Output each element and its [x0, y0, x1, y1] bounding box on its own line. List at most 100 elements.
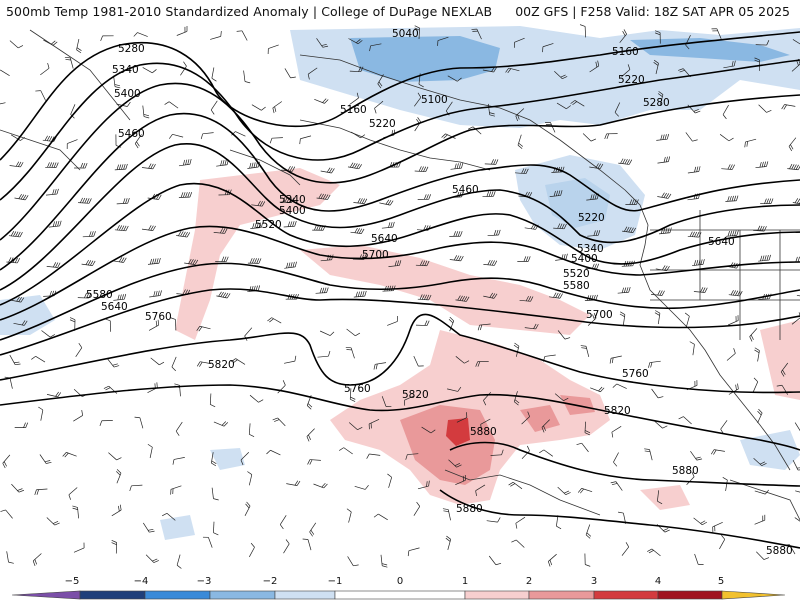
wind-barb — [283, 539, 290, 554]
wind-barb — [248, 423, 255, 438]
color-scale-legend: −5 −4 −3 −2 −1 0 1 2 3 4 5 — [0, 575, 800, 600]
wind-barb — [684, 312, 690, 327]
wind-barb — [754, 347, 760, 362]
wind-barb — [286, 480, 301, 486]
contour-label: 5880 — [766, 545, 793, 557]
wind-barb — [339, 447, 353, 455]
wind-barb — [348, 422, 363, 431]
wind-barb — [725, 195, 739, 202]
wind-barb — [475, 361, 489, 367]
wind-barb — [172, 457, 185, 465]
wind-barb — [725, 230, 739, 237]
wind-barb — [754, 489, 769, 495]
wind-barb — [134, 416, 144, 429]
wind-barb — [74, 162, 88, 169]
wind-barb — [14, 422, 29, 428]
wind-barb — [686, 471, 695, 486]
legend-bin — [657, 590, 723, 600]
wind-barb — [570, 100, 585, 107]
wind-barb — [351, 131, 366, 139]
wind-barb — [618, 158, 633, 165]
wind-barb — [116, 198, 130, 205]
wind-barb — [655, 265, 670, 272]
contour-label: 5820 — [604, 405, 631, 417]
wind-barb — [647, 548, 661, 557]
contour-label: 5640 — [101, 301, 128, 313]
contour-label: 5400 — [571, 253, 598, 265]
wind-barb — [210, 100, 218, 115]
wind-barb — [46, 262, 61, 268]
wind-barb — [72, 505, 79, 519]
wind-barb — [482, 191, 496, 198]
wind-barb — [445, 535, 452, 550]
wind-barb — [176, 554, 182, 569]
contour-label: 5220 — [618, 74, 645, 86]
wind-barb — [448, 316, 455, 332]
wind-barb — [350, 227, 365, 234]
wind-barb — [590, 386, 605, 393]
wind-barb — [111, 504, 122, 517]
wind-barb — [787, 163, 800, 171]
contour-label: 5160 — [340, 104, 367, 116]
wind-barb — [441, 133, 456, 139]
wind-barb — [612, 383, 627, 389]
wind-barb — [549, 292, 563, 299]
contour-label: 5700 — [586, 309, 613, 321]
wind-barb — [10, 296, 25, 303]
wind-barb — [756, 551, 770, 560]
contour-label: 5880 — [470, 426, 497, 438]
wind-barb — [147, 257, 161, 265]
wind-barb — [113, 75, 121, 89]
contour-label: 5640 — [371, 233, 398, 245]
wind-barb — [202, 536, 213, 548]
wind-barb — [483, 259, 498, 266]
legend-bin — [144, 590, 211, 600]
wind-barb — [587, 230, 601, 237]
wind-barb — [753, 225, 767, 232]
wind-barb — [541, 419, 550, 433]
wind-barb — [46, 391, 62, 398]
wind-barb — [657, 192, 672, 199]
wind-barb — [141, 163, 156, 170]
contour-label: 5760 — [344, 383, 371, 395]
legend-ticks: −5 −4 −3 −2 −1 0 1 2 3 4 5 — [65, 576, 725, 587]
wind-barb — [693, 517, 708, 526]
wind-barb — [753, 457, 767, 466]
contour-label: 5760 — [145, 311, 172, 323]
contour-label: 5640 — [708, 236, 735, 248]
legend-tick-label: 3 — [591, 576, 597, 587]
wind-barb — [240, 452, 250, 466]
legend-tick-label: −1 — [328, 576, 343, 587]
wind-barb — [651, 388, 664, 399]
wind-barb — [511, 539, 525, 548]
wind-barb — [710, 449, 725, 455]
wind-barb — [62, 452, 77, 458]
wind-barb — [417, 194, 431, 200]
wind-barb — [687, 231, 702, 238]
contour-label: 5400 — [114, 88, 141, 100]
wind-barb — [366, 453, 381, 459]
wind-barb — [483, 292, 498, 299]
wind-barb — [45, 162, 59, 168]
wind-barb — [46, 517, 60, 526]
wind-barb — [68, 487, 78, 500]
legend-bin — [528, 590, 595, 600]
wind-barb — [40, 62, 50, 76]
wind-barb — [82, 231, 96, 238]
wind-barb — [78, 197, 92, 204]
wind-barb — [313, 482, 328, 489]
wind-barb — [621, 542, 630, 556]
wind-barb — [447, 75, 462, 82]
wind-barb — [760, 198, 774, 205]
wind-barb — [248, 542, 255, 558]
wind-barb — [414, 25, 420, 40]
wind-barb — [317, 350, 331, 358]
wind-barb — [415, 320, 430, 326]
wind-barb — [754, 514, 766, 525]
wind-barb — [450, 162, 464, 170]
wind-barb — [687, 166, 701, 174]
wind-barb — [373, 362, 387, 370]
wind-barb — [147, 443, 153, 459]
wind-barb — [73, 542, 85, 553]
wind-barb — [178, 158, 192, 167]
